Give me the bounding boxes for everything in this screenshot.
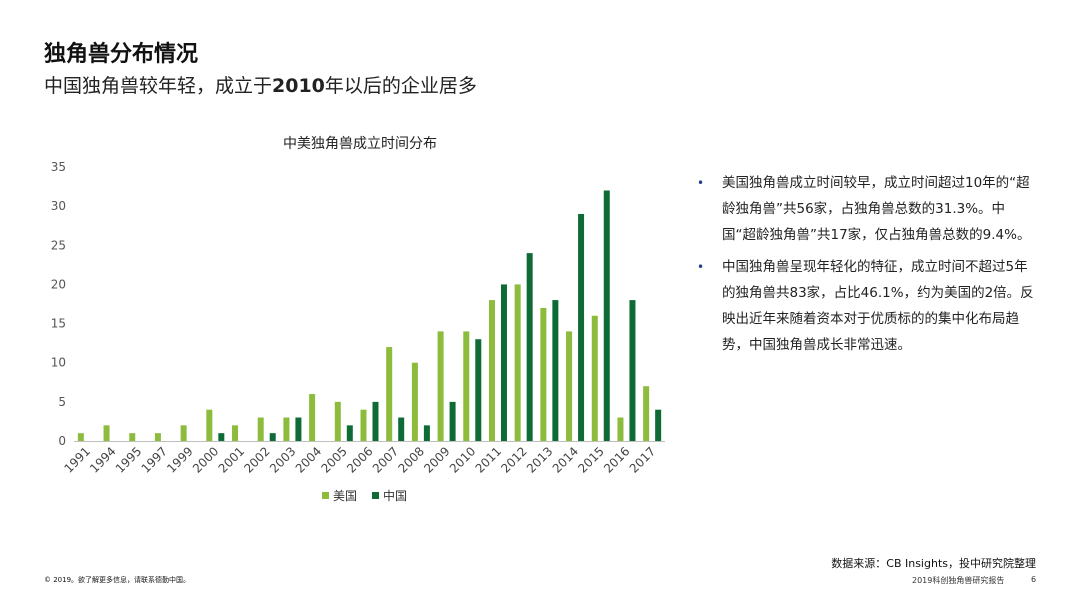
bar-china xyxy=(578,213,585,441)
bar-china xyxy=(346,425,353,441)
x-tick-label: 1994 xyxy=(87,444,118,475)
bar-china xyxy=(526,253,533,441)
bar-china xyxy=(629,300,636,441)
bar-us xyxy=(488,300,495,441)
bar-china xyxy=(475,339,482,441)
subtitle-year: 2010 xyxy=(272,75,325,97)
x-tick-label: 2006 xyxy=(344,444,375,475)
bar-us xyxy=(514,284,521,441)
bar-us xyxy=(180,425,187,441)
x-tick-label: 2005 xyxy=(318,444,349,475)
bar-us xyxy=(386,347,393,441)
bar-us xyxy=(309,394,316,441)
legend-label: 美国 xyxy=(333,489,357,503)
y-tick-label: 30 xyxy=(51,199,66,213)
legend-swatch xyxy=(372,492,379,499)
copyright-footer: © 2019。欲了解更多信息，请联系德勤中国。 xyxy=(44,576,191,584)
bar-china xyxy=(295,417,302,441)
bar-china xyxy=(372,401,379,441)
x-tick-label: 2011 xyxy=(473,444,504,475)
x-tick-label: 2003 xyxy=(267,444,298,475)
bar-us xyxy=(77,433,84,441)
x-tick-label: 2008 xyxy=(396,444,427,475)
bar-us xyxy=(103,425,110,441)
y-tick-label: 20 xyxy=(51,277,66,291)
bar-us xyxy=(463,331,470,441)
x-tick-label: 1991 xyxy=(61,444,92,475)
bar-us xyxy=(437,331,444,441)
x-tick-label: 2013 xyxy=(524,444,555,475)
y-tick-label: 25 xyxy=(51,238,66,252)
bar-us xyxy=(411,362,418,441)
x-tick-label: 1997 xyxy=(139,444,170,475)
bar-us xyxy=(206,409,213,441)
bar-china xyxy=(449,401,456,441)
chart-title: 中美独角兽成立时间分布 xyxy=(283,136,437,152)
x-tick-label: 1999 xyxy=(164,444,195,475)
x-tick-label: 2007 xyxy=(370,444,401,475)
subtitle-text-after: 年以后的企业居多 xyxy=(324,75,477,97)
page-subtitle: 中国独角兽较年轻，成立于2010年以后的企业居多 xyxy=(44,71,477,98)
bar-us xyxy=(360,409,367,441)
bar-china xyxy=(500,284,507,441)
bullet-text: 美国独角兽成立时间较早，成立时间超过10年的“超龄独角兽”共56家，占独角兽总数… xyxy=(722,175,1031,243)
bar-us xyxy=(232,425,239,441)
x-tick-label: 2016 xyxy=(601,444,632,475)
page-title: 独角兽分布情况 xyxy=(44,42,199,67)
x-tick-label: 2014 xyxy=(550,444,581,475)
y-tick-label: 35 xyxy=(51,160,66,174)
bar-us xyxy=(591,315,598,441)
bar-china xyxy=(269,433,276,441)
bar-us xyxy=(643,386,650,441)
x-tick-label: 2009 xyxy=(421,444,452,475)
bar-china xyxy=(423,425,430,441)
bullet-icon: • xyxy=(697,176,705,190)
bullet-item: • 美国独角兽成立时间较早，成立时间超过10年的“超龄独角兽”共56家，占独角兽总… xyxy=(697,170,1037,248)
data-source: 数据来源：CB Insights，投中研究院整理 xyxy=(831,557,1036,570)
bar-china xyxy=(552,300,559,441)
x-tick-label: 1995 xyxy=(113,444,144,475)
bar-china xyxy=(603,190,610,441)
page-number: 6 xyxy=(1031,575,1037,584)
x-tick-label: 2010 xyxy=(447,444,478,475)
x-tick-label: 2012 xyxy=(498,444,529,475)
y-tick-label: 10 xyxy=(51,356,66,370)
bar-us xyxy=(540,307,547,441)
legend-label: 中国 xyxy=(383,488,407,503)
y-tick-label: 5 xyxy=(58,395,66,409)
y-tick-label: 15 xyxy=(51,317,66,331)
x-tick-label: 2017 xyxy=(627,444,658,475)
bullet-list: • 美国独角兽成立时间较早，成立时间超过10年的“超龄独角兽”共56家，占独角兽总… xyxy=(697,170,1037,364)
bar-us xyxy=(154,433,161,441)
x-tick-label: 2015 xyxy=(575,444,606,475)
bar-chart: 中美独角兽成立时间分布05101520253035199119941995199… xyxy=(51,136,665,503)
x-tick-label: 2002 xyxy=(241,444,272,475)
bar-us xyxy=(257,417,264,441)
bar-us xyxy=(617,417,624,441)
bar-us xyxy=(566,331,573,441)
bar-us xyxy=(129,433,136,441)
y-tick-label: 0 xyxy=(58,434,66,448)
bar-us xyxy=(283,417,290,441)
x-tick-label: 2004 xyxy=(293,444,324,475)
bullet-text: 中国独角兽呈现年轻化的特征，成立时间不超过5年的独角兽共83家，占比46.1%，… xyxy=(722,259,1034,353)
bar-china xyxy=(398,417,405,441)
legend-swatch xyxy=(322,492,329,499)
subtitle-text-before: 中国独角兽较年轻，成立于 xyxy=(44,75,273,97)
bar-china xyxy=(655,409,662,441)
bullet-icon: • xyxy=(697,260,705,274)
bar-us xyxy=(334,401,341,441)
bar-china xyxy=(218,433,225,441)
x-tick-label: 2001 xyxy=(216,444,247,475)
x-tick-label: 2000 xyxy=(190,444,221,475)
report-name-footer: 2019科创独角兽研究报告 xyxy=(912,576,1005,585)
bullet-item: • 中国独角兽呈现年轻化的特征，成立时间不超过5年的独角兽共83家，占比46.1%… xyxy=(697,254,1037,358)
